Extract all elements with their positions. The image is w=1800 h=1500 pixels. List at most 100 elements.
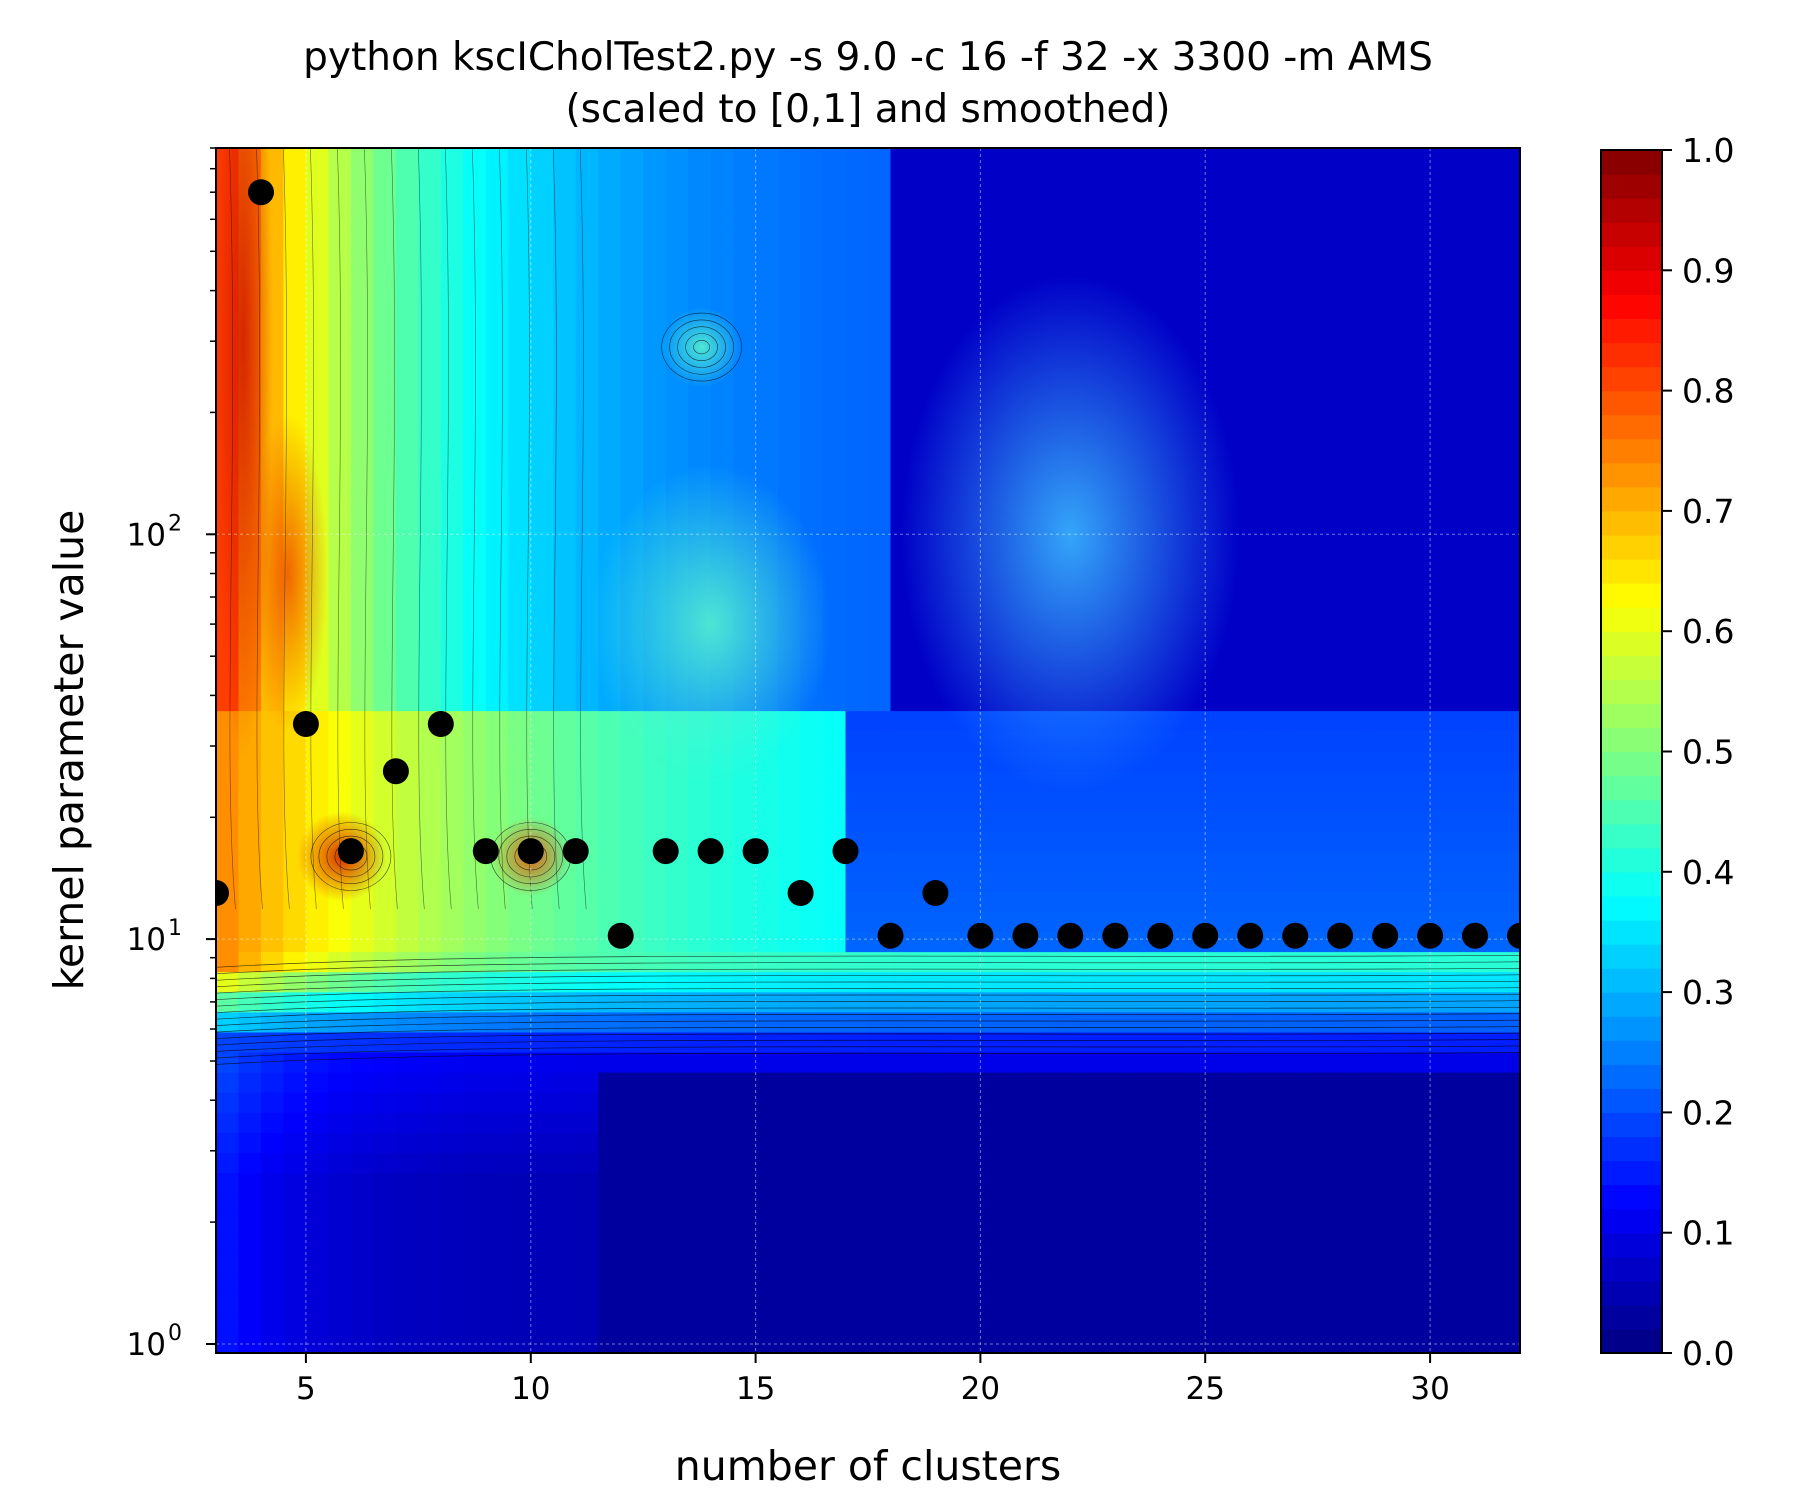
heatmap-cell bbox=[305, 1312, 330, 1334]
heatmap-cell bbox=[553, 911, 577, 933]
heatmap-cell bbox=[1497, 589, 1520, 611]
heatmap-cell bbox=[845, 1132, 869, 1153]
heatmap-cell bbox=[530, 790, 555, 812]
heatmap-cell bbox=[1362, 1212, 1386, 1234]
heatmap-cell bbox=[1407, 1091, 1431, 1113]
heatmap-cell bbox=[598, 1292, 622, 1314]
heatmap-cell bbox=[890, 389, 914, 410]
heatmap-cell bbox=[508, 1332, 532, 1353]
heatmap-cell bbox=[1385, 328, 1409, 350]
heatmap-cell bbox=[1070, 228, 1094, 250]
heatmap-cell bbox=[216, 770, 240, 792]
heatmap-cell bbox=[395, 148, 420, 169]
heatmap-cell bbox=[553, 690, 577, 712]
heatmap-cell bbox=[485, 1272, 510, 1294]
heatmap-cell bbox=[1497, 389, 1520, 410]
heatmap-cell bbox=[868, 569, 892, 591]
heatmap-cell bbox=[238, 931, 262, 953]
heatmap-cell bbox=[1002, 268, 1027, 290]
heatmap-cell bbox=[800, 1312, 824, 1334]
heatmap-cell bbox=[553, 489, 577, 511]
heatmap-cell bbox=[1025, 228, 1049, 250]
heatmap-cell bbox=[508, 168, 532, 189]
heatmap-cell bbox=[598, 268, 622, 290]
heatmap-cell bbox=[1137, 871, 1162, 892]
heatmap-cell bbox=[598, 328, 622, 350]
heatmap-cell bbox=[463, 710, 487, 732]
heatmap-cell bbox=[1475, 449, 1499, 471]
heatmap-cell bbox=[1182, 328, 1207, 350]
heatmap-cell bbox=[1227, 1152, 1251, 1174]
heatmap-cell bbox=[283, 1252, 307, 1274]
heatmap-cell bbox=[620, 248, 644, 270]
heatmap-cell bbox=[508, 1091, 532, 1113]
heatmap-cell bbox=[305, 1332, 330, 1353]
heatmap-cell bbox=[823, 389, 847, 410]
heatmap-cell bbox=[643, 1132, 667, 1153]
heatmap-cell bbox=[980, 1312, 1004, 1334]
heatmap-cell bbox=[733, 1252, 757, 1274]
heatmap-cell bbox=[733, 188, 757, 210]
heatmap-cell bbox=[1092, 1112, 1117, 1133]
heatmap-cell bbox=[1385, 871, 1409, 892]
heatmap-cell bbox=[1070, 168, 1094, 189]
colorbar-band bbox=[1601, 486, 1662, 512]
heatmap-cell bbox=[350, 489, 375, 511]
heatmap-cell bbox=[418, 208, 442, 230]
heatmap-cell bbox=[688, 971, 712, 993]
heatmap-cell bbox=[305, 248, 330, 270]
heatmap-cell bbox=[463, 288, 487, 310]
heatmap-cell bbox=[1205, 268, 1229, 290]
heatmap-cell bbox=[868, 288, 892, 310]
heatmap-cell bbox=[868, 810, 892, 832]
heatmap-cell bbox=[1407, 770, 1431, 792]
heatmap-cell bbox=[935, 850, 959, 872]
heatmap-cell bbox=[598, 1272, 622, 1294]
heatmap-cell bbox=[1137, 1332, 1162, 1353]
heatmap-cell bbox=[260, 770, 285, 792]
heatmap-cell bbox=[530, 469, 555, 491]
heatmap-cell bbox=[1385, 1252, 1409, 1274]
heatmap-cell bbox=[1340, 208, 1364, 230]
heatmap-cell bbox=[845, 529, 869, 551]
heatmap-cell bbox=[305, 1172, 330, 1194]
heatmap-cell bbox=[1272, 650, 1296, 671]
heatmap-cell bbox=[1227, 148, 1251, 169]
heatmap-cell bbox=[935, 308, 959, 330]
colorbar-band bbox=[1601, 1136, 1662, 1162]
heatmap-cell bbox=[1452, 1332, 1476, 1353]
heatmap-cell bbox=[1115, 1292, 1139, 1314]
heatmap-cell bbox=[395, 368, 420, 390]
heatmap-cell bbox=[1385, 469, 1409, 491]
colorbar-band bbox=[1601, 462, 1662, 488]
heatmap-cell bbox=[1002, 168, 1027, 189]
heatmap-cell bbox=[800, 1051, 824, 1073]
heatmap-cell bbox=[485, 248, 510, 270]
heatmap-cell bbox=[1385, 549, 1409, 571]
heatmap-cell bbox=[868, 228, 892, 250]
heatmap-cell bbox=[1092, 1172, 1117, 1194]
heatmap-cell bbox=[418, 1212, 442, 1234]
heatmap-cell bbox=[1317, 368, 1341, 390]
heatmap-cell bbox=[755, 911, 779, 933]
heatmap-cell bbox=[1430, 1132, 1454, 1153]
heatmap-cell bbox=[980, 1051, 1004, 1073]
heatmap-cell bbox=[418, 690, 442, 712]
heatmap-cell bbox=[1340, 469, 1364, 491]
heatmap-cell bbox=[710, 429, 734, 451]
plot-frame bbox=[215, 147, 1521, 1354]
heatmap-cell bbox=[530, 168, 555, 189]
heatmap-cell bbox=[1272, 469, 1296, 491]
heatmap-cell bbox=[530, 1312, 555, 1334]
heatmap-cell bbox=[1317, 469, 1341, 491]
contour-line bbox=[283, 148, 290, 910]
heatmap-cell bbox=[1250, 1112, 1274, 1133]
heatmap-cell bbox=[1385, 308, 1409, 330]
y-tick-label: 10 bbox=[127, 517, 166, 553]
heatmap-cell bbox=[216, 1272, 240, 1294]
heatmap-cell bbox=[395, 409, 420, 430]
heatmap-cell bbox=[957, 288, 982, 310]
heatmap-cell bbox=[598, 208, 622, 230]
heatmap-cell bbox=[688, 288, 712, 310]
heatmap-cell bbox=[508, 328, 532, 350]
